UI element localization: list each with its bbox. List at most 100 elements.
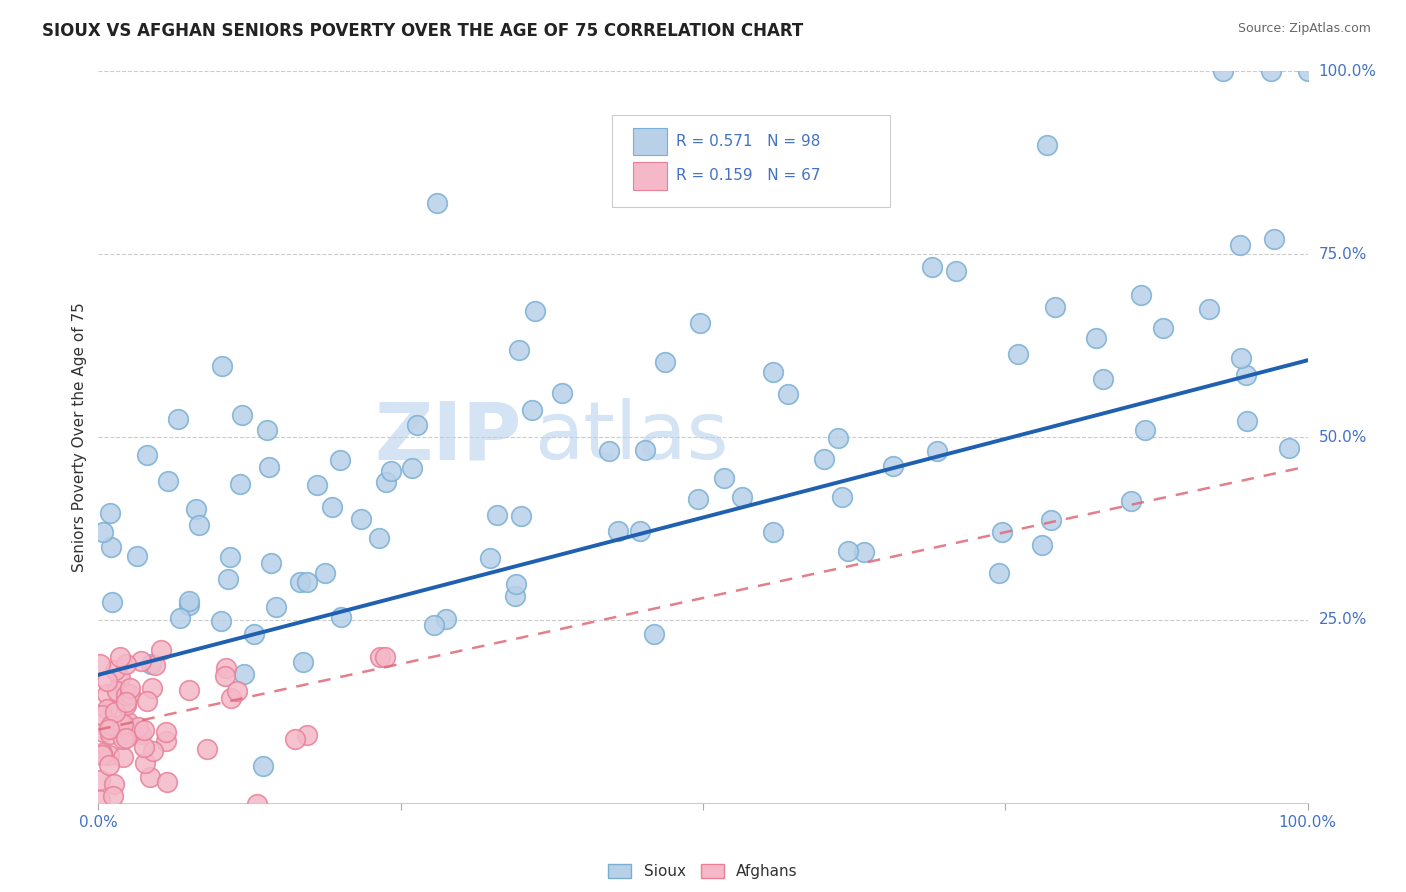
Point [243,627,266,641]
Point [136,448,159,462]
Text: Source: ZipAtlas.com: Source: ZipAtlas.com [1237,22,1371,36]
Point [218,549,240,564]
Point [1129,287,1152,301]
Point [307,477,329,491]
Point [100,727,122,741]
Point [1229,351,1251,365]
Point [129,727,152,741]
Point [120,681,142,695]
Point [762,525,785,540]
Point [142,744,165,758]
Point [127,720,149,734]
Point [115,698,138,712]
Point [368,531,391,545]
Point [1236,414,1258,428]
Point [141,681,163,696]
Point [297,728,319,742]
Point [104,663,127,677]
Point [105,683,128,698]
Point [350,512,373,526]
Point [434,612,457,626]
Text: SIOUX VS AFGHAN SENIORS POVERTY OVER THE AGE OF 75 CORRELATION CHART: SIOUX VS AFGHAN SENIORS POVERTY OVER THE… [42,22,803,40]
Point [550,386,572,401]
Point [1278,442,1301,456]
Point [112,750,135,764]
Point [115,731,138,746]
Point [149,643,172,657]
Point [523,304,546,318]
Point [1119,493,1142,508]
Point [837,544,859,558]
Point [1198,301,1220,316]
Point [1039,513,1062,527]
Point [827,431,849,445]
Point [108,650,131,665]
Point [91,748,114,763]
Point [1045,300,1067,314]
Point [284,732,307,747]
Point [630,524,652,538]
Point [290,575,312,590]
Point [374,650,396,665]
Point [101,789,124,803]
Point [90,832,112,847]
Point [1092,372,1115,386]
Point [112,731,135,746]
Point [401,461,423,475]
Point [115,688,138,702]
Point [1007,347,1029,361]
Point [143,658,166,673]
Point [329,453,352,467]
Point [380,464,402,478]
Point [231,408,253,422]
Point [1133,423,1156,437]
Point [89,657,111,672]
Point [132,723,155,737]
Point [98,758,121,772]
Point [169,611,191,625]
FancyBboxPatch shape [612,115,890,207]
Point [1152,321,1174,335]
Point [211,359,233,373]
Point [264,600,287,615]
Point [156,475,179,489]
Point [177,594,200,608]
Point [218,572,240,586]
Point [98,817,121,831]
Point [167,412,190,426]
Point [1036,137,1059,152]
Point [101,595,124,609]
Point [89,772,111,787]
Point [485,508,508,523]
Point [368,649,391,664]
Text: ZIP: ZIP [374,398,522,476]
Point [314,566,336,580]
Point [927,444,949,458]
Point [598,443,620,458]
Point [155,733,177,747]
Text: 75.0%: 75.0% [1319,247,1367,261]
Point [136,694,159,708]
Point [89,793,111,807]
Point [132,739,155,754]
Point [179,683,201,698]
Point [215,661,238,675]
Point [91,724,114,739]
Point [115,695,138,709]
Point [134,756,156,770]
Point [520,403,543,417]
Point [233,667,256,681]
Point [97,747,120,762]
Point [104,706,127,720]
Point [1296,64,1319,78]
Point [256,423,278,437]
Point [329,610,352,624]
Point [374,475,396,489]
Point [1263,232,1285,246]
Point [297,575,319,590]
Point [762,365,785,379]
Text: R = 0.571   N = 98: R = 0.571 N = 98 [676,134,821,149]
Point [292,655,315,669]
Text: 25.0%: 25.0% [1319,613,1367,627]
Point [118,687,141,701]
